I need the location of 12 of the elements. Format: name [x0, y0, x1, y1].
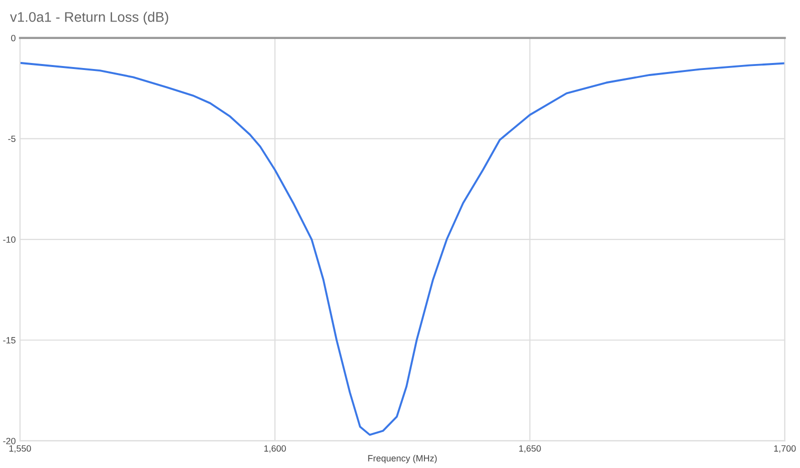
x-tick-label: 1,700 [774, 445, 796, 453]
x-tick-label: 1,550 [9, 445, 31, 453]
y-tick-label: 0 [11, 34, 16, 42]
y-tick-label: -5 [8, 136, 16, 142]
x-tick-label: 1,600 [264, 445, 286, 453]
y-tick-label: -10 [3, 236, 16, 243]
y-tick-label: -15 [3, 337, 16, 344]
y-tick-label: -20 [3, 438, 16, 444]
x-axis-title: Frequency (MHz) [368, 454, 437, 464]
chart-title: v1.0a1 - Return Loss (dB) [10, 12, 168, 25]
x-tick-label: 1,650 [519, 445, 541, 453]
line-series [20, 62, 785, 436]
